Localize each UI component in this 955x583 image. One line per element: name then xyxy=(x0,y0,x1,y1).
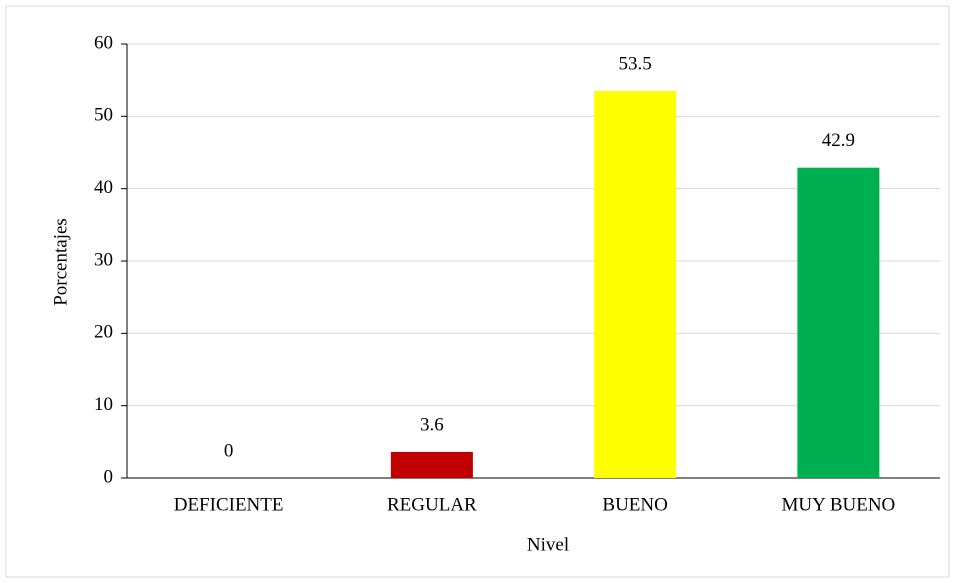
x-tick-label: DEFICIENTE xyxy=(174,494,284,515)
data-label: 42.9 xyxy=(822,130,855,151)
chart-frame xyxy=(5,5,950,578)
x-tick-label: REGULAR xyxy=(387,494,477,515)
data-label: 0 xyxy=(224,440,234,461)
x-tick-label: BUENO xyxy=(602,494,667,515)
y-tick-label: 40 xyxy=(94,177,113,198)
y-tick-label: 20 xyxy=(94,322,113,343)
y-tick-label: 60 xyxy=(94,32,113,53)
bar xyxy=(797,167,880,478)
x-axis-label: Nivel xyxy=(527,534,569,555)
y-tick-label: 0 xyxy=(104,466,114,487)
y-tick-label: 50 xyxy=(94,105,113,126)
bar xyxy=(594,91,677,479)
data-label: 53.5 xyxy=(619,53,652,74)
y-tick-label: 10 xyxy=(94,394,113,415)
y-axis-label: Porcentajes xyxy=(50,218,71,306)
x-tick-label: MUY BUENO xyxy=(781,494,895,515)
y-tick-label: 30 xyxy=(94,249,113,270)
bar xyxy=(390,451,473,478)
data-label: 3.6 xyxy=(420,414,444,435)
